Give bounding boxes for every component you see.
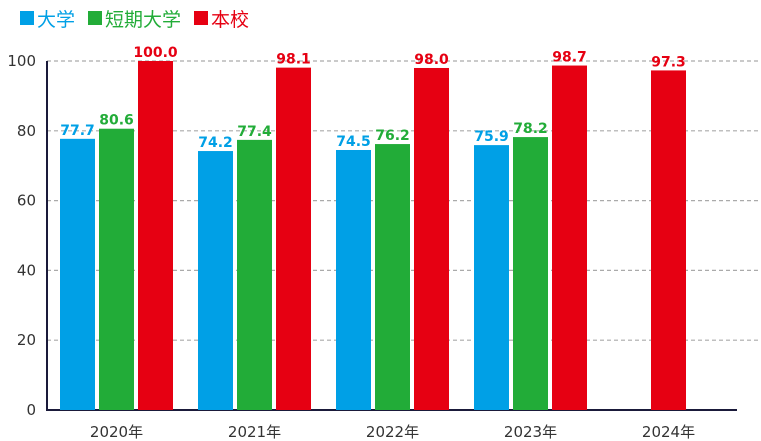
bar-本校 [414,67,449,410]
x-tick-label: 2023年 [504,423,557,441]
bar-短期大学 [375,144,410,410]
bar-本校 [651,70,686,410]
data-label: 74.5 [336,134,371,150]
data-label: 75.9 [474,129,509,145]
data-label: 76.2 [375,128,410,144]
data-label: 74.2 [198,135,233,151]
legend-label: 大学 [37,9,75,31]
data-label: 80.6 [99,113,134,129]
data-label: 78.2 [513,121,548,137]
data-label: 98.0 [414,52,449,68]
x-tick-label: 2024年 [642,423,695,441]
bar-大学 [474,145,509,410]
bar-本校 [138,61,173,410]
x-tick-label: 2020年 [90,423,143,441]
y-tick-label: 100 [7,52,36,70]
bar-短期大学 [99,128,134,410]
data-label: 97.3 [651,54,686,70]
legend-label: 短期大学 [105,9,181,31]
bar-短期大学 [513,137,548,410]
x-tick-label: 2022年 [366,423,419,441]
data-label: 98.7 [552,50,587,66]
y-tick-label: 80 [17,122,36,140]
legend-label: 本校 [211,9,249,31]
x-tick-label: 2021年 [228,423,281,441]
data-label: 98.1 [276,52,311,68]
bar-大学 [336,149,371,410]
legend-swatch [20,11,34,25]
data-label: 77.7 [60,123,95,139]
bar-短期大学 [237,139,272,410]
legend-swatch [88,11,102,25]
bar-大学 [198,151,233,411]
y-tick-label: 40 [17,261,36,279]
data-label: 77.4 [237,124,272,140]
y-tick-label: 0 [26,401,36,419]
data-label: 100.0 [133,45,178,61]
bar-大学 [60,138,95,410]
bar-本校 [276,67,311,411]
y-tick-label: 20 [17,331,36,349]
legend-swatch [194,11,208,25]
bar-本校 [552,65,587,411]
y-tick-label: 60 [17,192,36,210]
